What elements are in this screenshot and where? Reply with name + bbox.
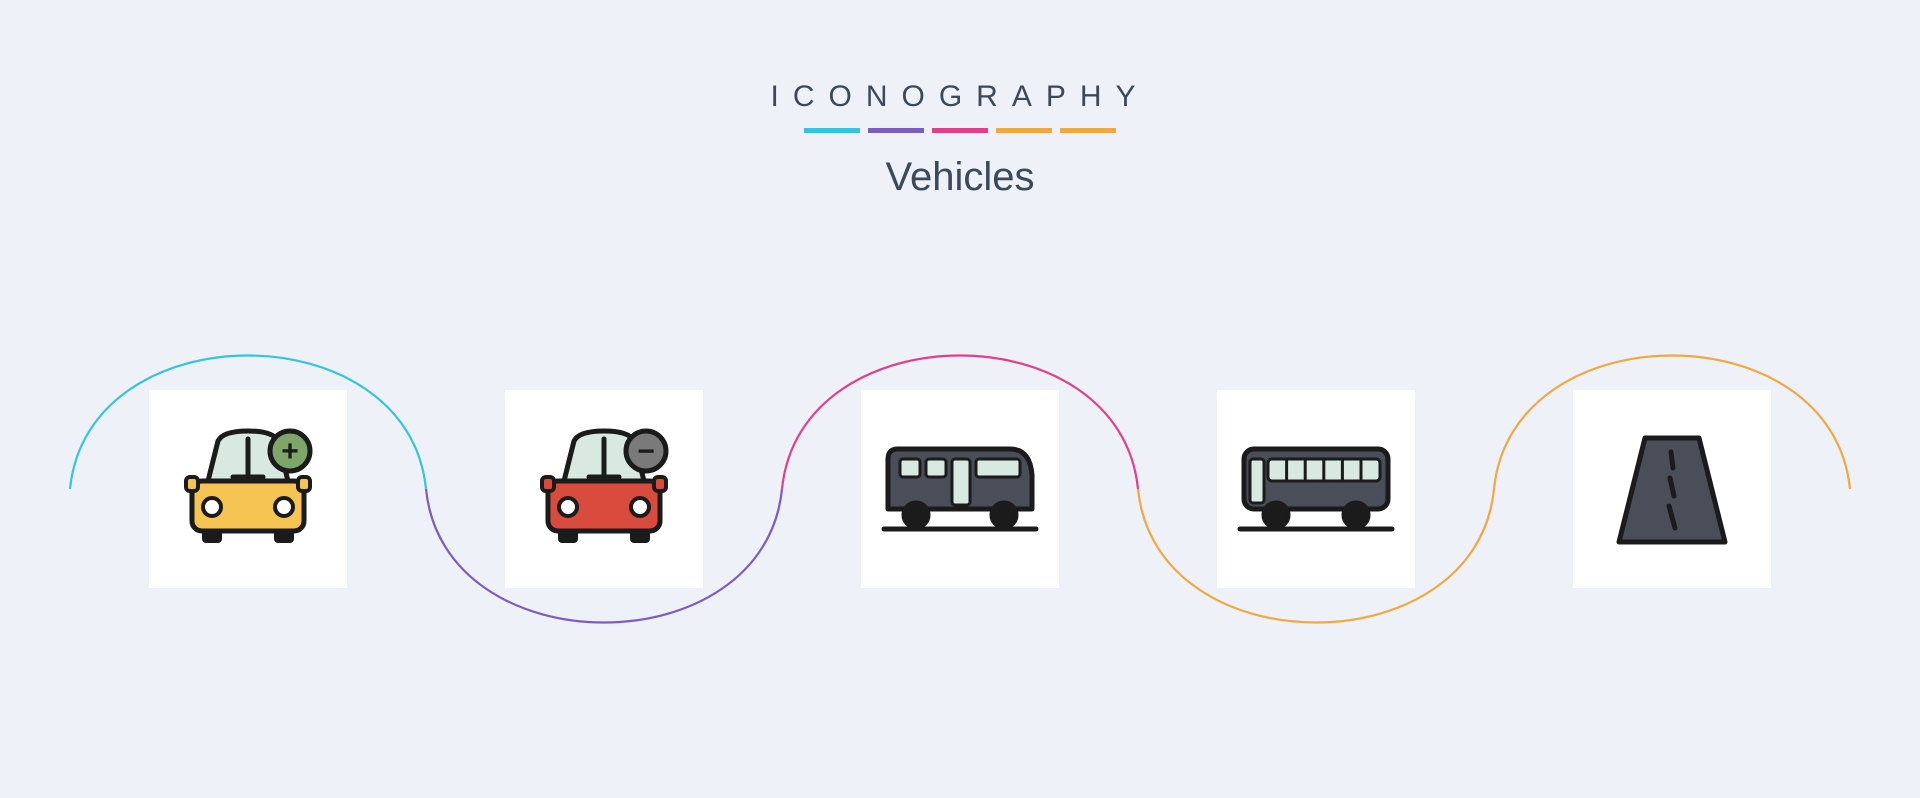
tile-bus-long xyxy=(861,390,1059,588)
svg-text:−: − xyxy=(637,435,655,468)
stripe-2 xyxy=(868,128,924,133)
tile-car-remove: − xyxy=(505,390,703,588)
stripe-4 xyxy=(996,128,1052,133)
bus-city-icon xyxy=(1236,429,1396,549)
category-title: Vehicles xyxy=(0,155,1920,200)
brand-stripes xyxy=(0,128,1920,133)
icon-row: + − xyxy=(0,390,1920,600)
tile-road xyxy=(1573,390,1771,588)
tile-car-add: + xyxy=(149,390,347,588)
svg-text:+: + xyxy=(281,435,299,468)
brand-title: ICONOGRAPHY xyxy=(0,80,1920,114)
stripe-3 xyxy=(932,128,988,133)
bus-long-icon xyxy=(880,429,1040,549)
stripe-1 xyxy=(804,128,860,133)
car-remove-icon: − xyxy=(534,419,674,559)
car-add-icon: + xyxy=(178,419,318,559)
tile-bus-city xyxy=(1217,390,1415,588)
header: ICONOGRAPHY Vehicles xyxy=(0,80,1920,200)
stripe-5 xyxy=(1060,128,1116,133)
road-icon xyxy=(1607,424,1737,554)
